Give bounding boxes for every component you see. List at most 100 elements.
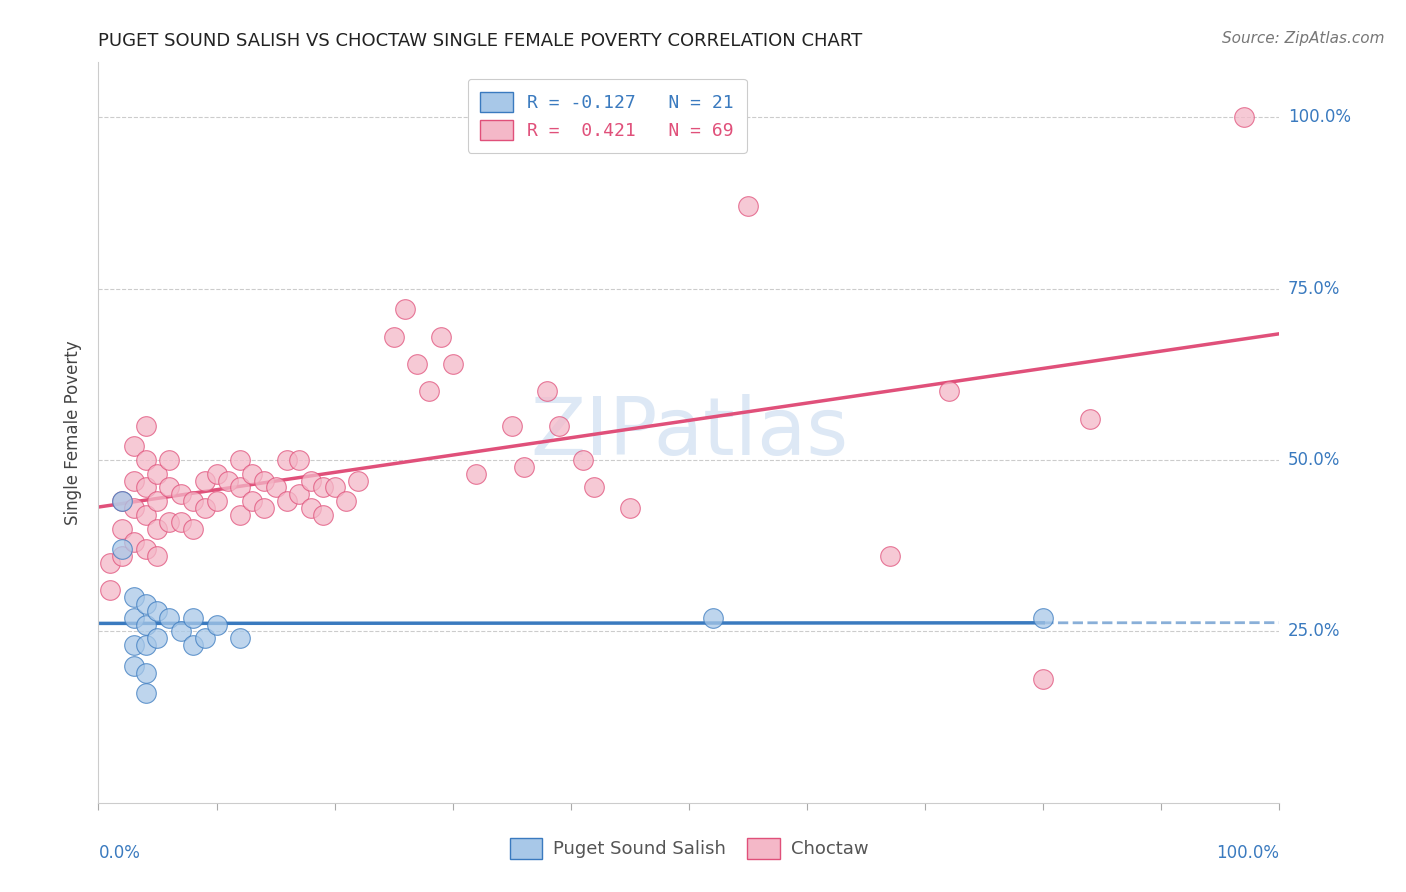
Point <box>98 556 121 570</box>
Point <box>170 515 193 529</box>
Point <box>548 418 571 433</box>
Point <box>135 480 157 494</box>
Point <box>122 501 145 516</box>
Point <box>122 658 145 673</box>
Point <box>229 508 252 522</box>
Point <box>229 453 252 467</box>
Point <box>122 439 145 453</box>
Point <box>157 453 180 467</box>
Legend: Puget Sound Salish, Choctaw: Puget Sound Salish, Choctaw <box>501 829 877 868</box>
Point <box>181 494 204 508</box>
Point <box>571 453 593 467</box>
Point <box>157 515 180 529</box>
Point <box>382 329 405 343</box>
Point <box>619 501 641 516</box>
Point <box>135 638 157 652</box>
Point <box>288 453 311 467</box>
Point <box>512 459 534 474</box>
Point <box>146 467 169 481</box>
Point <box>111 522 134 536</box>
Point <box>501 418 523 433</box>
Text: 100.0%: 100.0% <box>1288 108 1351 127</box>
Point <box>194 474 217 488</box>
Point <box>157 480 180 494</box>
Point <box>276 494 298 508</box>
Point <box>441 357 464 371</box>
Point <box>98 583 121 598</box>
Point <box>879 549 901 563</box>
Text: Source: ZipAtlas.com: Source: ZipAtlas.com <box>1222 31 1385 46</box>
Point <box>122 474 145 488</box>
Point <box>122 590 145 604</box>
Point <box>111 494 134 508</box>
Point <box>253 501 276 516</box>
Point <box>299 474 322 488</box>
Point <box>122 638 145 652</box>
Point <box>229 632 252 646</box>
Point <box>264 480 287 494</box>
Point <box>406 357 429 371</box>
Point <box>135 665 157 680</box>
Point <box>1080 412 1102 426</box>
Text: 50.0%: 50.0% <box>1288 451 1340 469</box>
Point <box>1233 110 1256 124</box>
Point <box>111 549 134 563</box>
Point <box>430 329 453 343</box>
Point <box>205 617 228 632</box>
Point <box>181 522 204 536</box>
Point <box>122 610 145 624</box>
Point <box>146 549 169 563</box>
Y-axis label: Single Female Poverty: Single Female Poverty <box>65 341 83 524</box>
Point <box>205 494 228 508</box>
Point <box>157 610 180 624</box>
Point <box>299 501 322 516</box>
Point <box>217 474 239 488</box>
Point <box>194 501 217 516</box>
Point <box>276 453 298 467</box>
Point <box>146 522 169 536</box>
Text: 25.0%: 25.0% <box>1288 623 1340 640</box>
Point <box>135 418 157 433</box>
Point <box>312 508 335 522</box>
Point <box>135 542 157 557</box>
Point <box>135 453 157 467</box>
Point <box>240 467 263 481</box>
Point <box>1032 610 1054 624</box>
Point <box>312 480 335 494</box>
Point <box>170 624 193 639</box>
Point <box>146 494 169 508</box>
Text: ZIPatlas: ZIPatlas <box>530 393 848 472</box>
Text: 0.0%: 0.0% <box>98 844 141 862</box>
Point <box>229 480 252 494</box>
Point <box>146 604 169 618</box>
Point <box>181 638 204 652</box>
Point <box>135 617 157 632</box>
Text: 100.0%: 100.0% <box>1216 844 1279 862</box>
Text: 75.0%: 75.0% <box>1288 280 1340 298</box>
Point <box>323 480 346 494</box>
Point <box>1032 673 1054 687</box>
Point <box>135 686 157 700</box>
Point <box>253 474 276 488</box>
Point <box>205 467 228 481</box>
Point <box>111 494 134 508</box>
Point <box>737 199 759 213</box>
Point <box>146 632 169 646</box>
Point <box>288 487 311 501</box>
Point <box>347 474 370 488</box>
Point <box>702 610 724 624</box>
Point <box>122 535 145 549</box>
Text: PUGET SOUND SALISH VS CHOCTAW SINGLE FEMALE POVERTY CORRELATION CHART: PUGET SOUND SALISH VS CHOCTAW SINGLE FEM… <box>98 32 863 50</box>
Point <box>181 610 204 624</box>
Point <box>170 487 193 501</box>
Point <box>583 480 606 494</box>
Point <box>465 467 488 481</box>
Point <box>536 384 558 399</box>
Point <box>135 597 157 611</box>
Point <box>938 384 960 399</box>
Point <box>418 384 440 399</box>
Point <box>335 494 357 508</box>
Point <box>135 508 157 522</box>
Point <box>394 302 416 317</box>
Point <box>194 632 217 646</box>
